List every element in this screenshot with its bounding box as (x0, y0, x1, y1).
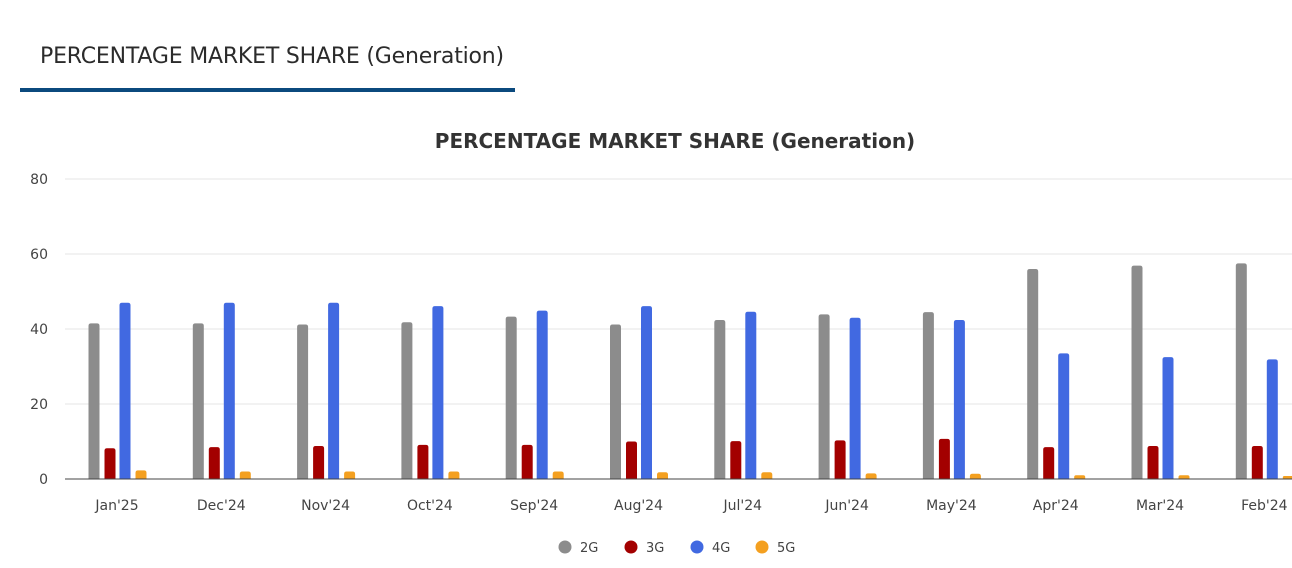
y-tick-label: 20 (30, 397, 48, 413)
x-tick-label: Feb'24 (1241, 498, 1288, 514)
tab-active-underline (20, 88, 515, 92)
legend-item-5G[interactable]: 5G (755, 540, 796, 557)
bar-2G[interactable] (610, 324, 621, 480)
bar-4G[interactable] (1058, 353, 1070, 479)
x-tick-label: Oct'24 (407, 498, 453, 514)
bar-4G[interactable] (1162, 357, 1174, 479)
x-tick-label: Aug'24 (614, 498, 663, 514)
bar-3G[interactable] (521, 444, 533, 479)
bar-5G[interactable] (344, 471, 356, 480)
bar-3G[interactable] (1147, 446, 1159, 479)
legend-item-2G[interactable]: 2G (558, 540, 599, 557)
bar-2G[interactable] (505, 316, 517, 479)
bar-2G[interactable] (1131, 265, 1143, 479)
bar-3G[interactable] (208, 447, 220, 479)
bar-2G[interactable] (297, 324, 309, 480)
bar-5G[interactable] (761, 472, 773, 479)
legend-swatch (624, 540, 638, 554)
legend-swatch (690, 540, 704, 554)
bar-3G[interactable] (104, 448, 116, 479)
legend-item-4G[interactable]: 4G (690, 540, 731, 557)
legend-label: 5G (777, 541, 795, 556)
grid-lines (65, 178, 1292, 405)
bar-3G[interactable] (1043, 447, 1055, 479)
bar-4G[interactable] (953, 320, 965, 479)
x-tick-label: Jan'25 (94, 498, 138, 514)
bar-3G[interactable] (417, 444, 429, 479)
bar-2G[interactable] (1235, 263, 1247, 479)
legend-item-3G[interactable]: 3G (624, 540, 665, 557)
chart-title: PERCENTAGE MARKET SHARE (Generation) (435, 129, 915, 153)
bar-4G[interactable] (536, 310, 548, 479)
y-tick-label: 80 (30, 172, 48, 188)
legend[interactable]: 2G 3G 4G 5G (558, 540, 796, 557)
series-5G (135, 470, 1292, 480)
x-axis: Jan'25 Dec'24 Nov'24 Oct'24 Sep'24 Aug'24 Jul'… (94, 498, 1287, 514)
x-tick-label: Sep'24 (510, 498, 558, 514)
bar-5G[interactable] (969, 473, 981, 479)
bar-5G[interactable] (552, 471, 564, 480)
bar-2G[interactable] (88, 323, 100, 479)
legend-label: 2G (580, 541, 598, 556)
bar-4G[interactable] (849, 317, 861, 479)
bar-3G[interactable] (834, 440, 846, 479)
bar-5G[interactable] (865, 473, 877, 479)
series-4G (119, 302, 1278, 479)
bar-3G[interactable] (313, 446, 325, 479)
tab-header[interactable]: PERCENTAGE MARKET SHARE (Generation) (20, 28, 515, 94)
bar-5G[interactable] (657, 472, 668, 479)
bar-3G[interactable] (730, 441, 742, 479)
bar-2G[interactable] (1027, 269, 1039, 479)
series-2G (88, 263, 1247, 480)
legend-label: 3G (646, 541, 664, 556)
y-tick-label: 60 (30, 247, 48, 263)
bar-3G[interactable] (938, 438, 950, 479)
bar-4G[interactable] (223, 302, 235, 479)
bar-5G[interactable] (448, 471, 460, 480)
x-tick-label: Apr'24 (1033, 498, 1079, 514)
x-tick-label: Jun'24 (824, 498, 869, 514)
y-tick-label: 0 (39, 472, 48, 488)
bar-5G[interactable] (1282, 476, 1292, 479)
bar-5G[interactable] (1074, 475, 1086, 479)
bar-3G[interactable] (1251, 446, 1263, 479)
bars (88, 263, 1292, 480)
y-axis: 0 20 40 60 80 (30, 172, 48, 488)
legend-swatch (558, 540, 572, 554)
series-3G (104, 438, 1263, 480)
bar-4G[interactable] (328, 302, 340, 479)
bar-2G[interactable] (714, 320, 726, 479)
bar-5G[interactable] (239, 471, 251, 480)
tab-title[interactable]: PERCENTAGE MARKET SHARE (Generation) (40, 44, 504, 69)
x-tick-label: May'24 (926, 498, 977, 514)
bar-5G[interactable] (135, 470, 147, 479)
bar-4G[interactable] (1266, 359, 1278, 479)
y-tick-label: 40 (30, 322, 48, 338)
bar-5G[interactable] (1178, 475, 1190, 479)
bar-4G[interactable] (745, 311, 757, 479)
bar-2G[interactable] (401, 322, 413, 479)
legend-label: 4G (712, 541, 730, 556)
bar-4G[interactable] (119, 302, 131, 479)
x-tick-label: Mar'24 (1136, 498, 1184, 514)
x-tick-label: Nov'24 (301, 498, 350, 514)
bar-4G[interactable] (432, 306, 444, 479)
bar-2G[interactable] (922, 312, 934, 479)
legend-swatch (755, 540, 769, 554)
bar-2G[interactable] (818, 314, 830, 479)
bar-2G[interactable] (192, 323, 204, 479)
x-tick-label: Jul'24 (723, 498, 763, 514)
bar-3G[interactable] (626, 441, 637, 480)
x-tick-label: Dec'24 (197, 498, 246, 514)
bar-4G[interactable] (641, 306, 652, 479)
